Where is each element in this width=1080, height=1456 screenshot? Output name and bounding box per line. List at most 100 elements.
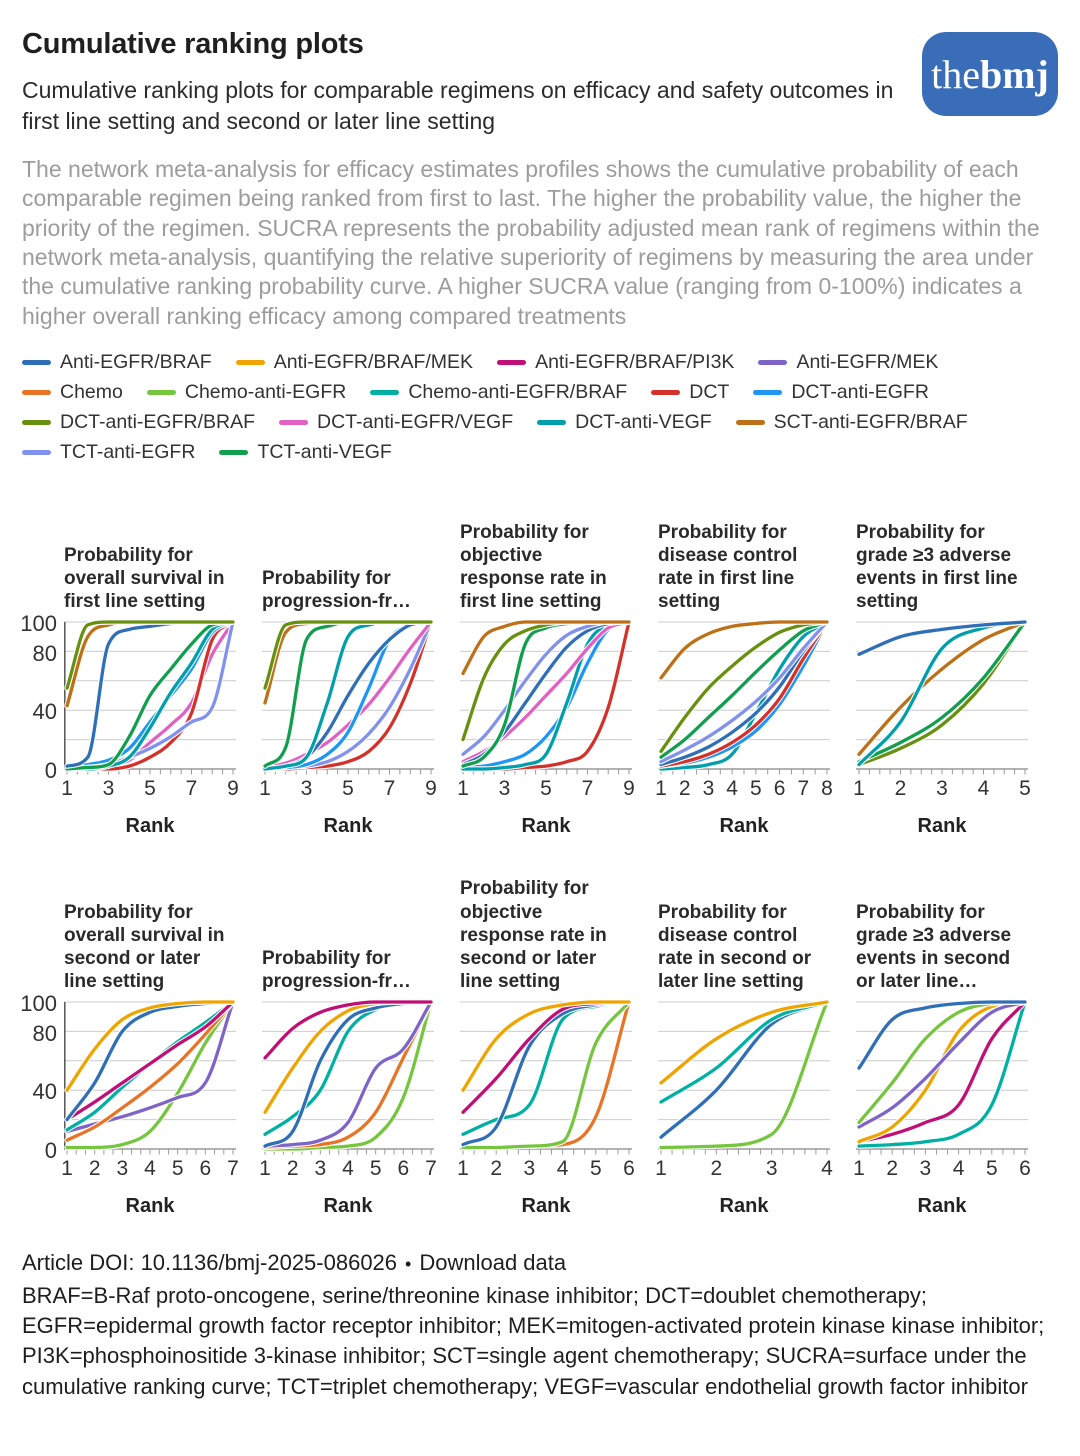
x-tick-label: 8 bbox=[821, 777, 833, 801]
chart-probability-for-overall-survival-in-seco: Probability for overall survival in seco… bbox=[61, 868, 239, 1218]
curve-anti-egfr-braf-pi3k bbox=[65, 1000, 235, 1122]
chart-probability-for-grade-3-adverse-events-i: Probability for grade ≥3 adverse events … bbox=[853, 868, 1031, 1218]
legend-item-dct-anti-egfr-vegf: DCT-anti-EGFR/VEGF bbox=[279, 411, 513, 434]
legend-label: TCT-anti-VEGF bbox=[257, 441, 392, 464]
footer: Article DOI: 10.1136/bmj-2025-086026 • Dow… bbox=[22, 1248, 1058, 1402]
x-tick-label: 9 bbox=[623, 777, 635, 801]
x-tick-label: 1 bbox=[61, 777, 73, 801]
legend-swatch-chemo-anti-egfr-braf bbox=[370, 390, 400, 396]
y-axis-labels: 0 40 80 100 bbox=[20, 868, 64, 1218]
chart-probability-for-progression-fr-: Probability for progression-fr… 1 3 5 7 9 Rank bbox=[259, 488, 437, 838]
curve-chemo bbox=[65, 1000, 235, 1143]
x-axis-tick-labels: 1 3 5 7 9 bbox=[61, 777, 239, 801]
x-tick-label: 3 bbox=[702, 777, 715, 801]
legend-label: DCT bbox=[689, 381, 730, 404]
curve-tct-anti-egfr bbox=[659, 620, 829, 764]
plot-area bbox=[856, 620, 1028, 775]
curve-tct-anti-vegf bbox=[857, 620, 1027, 764]
legend-label: Chemo bbox=[60, 381, 123, 404]
curve-anti-egfr-braf bbox=[857, 1000, 1027, 1070]
curve-anti-egfr-braf bbox=[857, 620, 1027, 657]
curve-dct-anti-egfr-braf bbox=[659, 620, 829, 754]
curve-anti-egfr-braf-pi3k bbox=[857, 1000, 1027, 1144]
x-tick-label: 9 bbox=[425, 777, 437, 801]
chart-title: Probability for grade ≥3 adverse events … bbox=[856, 901, 1012, 993]
chart-probability-for-disease-control-rate-in-: Probability for disease control rate in … bbox=[655, 488, 833, 838]
x-tick-label: 1 bbox=[457, 1157, 469, 1181]
legend-item-sct-anti-egfr-braf: SCT-anti-EGFR/BRAF bbox=[735, 411, 968, 434]
curve-dct-anti-egfr-vegf bbox=[263, 620, 433, 770]
legend-label: Anti-EGFR/BRAF/MEK bbox=[273, 351, 474, 374]
x-tick-label: 4 bbox=[144, 1157, 156, 1181]
y-tick-label: 40 bbox=[32, 1079, 57, 1105]
x-tick-label: 5 bbox=[369, 1157, 382, 1181]
x-tick-label: 2 bbox=[710, 1157, 723, 1181]
chart-title: Probability for objective response rate … bbox=[460, 878, 607, 993]
x-tick-label: 1 bbox=[457, 777, 469, 801]
x-axis-title: Rank bbox=[323, 815, 373, 838]
chart-title: Probability for overall survival in firs… bbox=[64, 544, 225, 613]
x-tick-label: 6 bbox=[1019, 1157, 1031, 1181]
curve-anti-egfr-mek bbox=[263, 1000, 433, 1148]
legend-item-chemo-anti-egfr-braf: Chemo-anti-EGFR/BRAF bbox=[370, 381, 627, 404]
legend-label: Chemo-anti-EGFR/BRAF bbox=[408, 381, 628, 404]
legend-swatch-sct-anti-egfr-braf bbox=[735, 420, 765, 426]
x-axis-title: Rank bbox=[719, 1195, 769, 1218]
curve-sct-anti-egfr-braf bbox=[461, 620, 631, 676]
figure-description: The network meta-analysis for efficacy e… bbox=[22, 155, 1040, 329]
chart-title: Probability for progression-fr… bbox=[262, 947, 411, 993]
x-tick-label: 3 bbox=[314, 1157, 327, 1181]
legend-item-dct-anti-egfr-braf: DCT-anti-EGFR/BRAF bbox=[22, 411, 255, 434]
x-tick-label: 5 bbox=[589, 1157, 602, 1181]
legend-item-anti-egfr-braf-mek: Anti-EGFR/BRAF/MEK bbox=[235, 351, 474, 374]
plot-area bbox=[64, 620, 236, 775]
legend-item-tct-anti-egfr: TCT-anti-EGFR bbox=[22, 441, 195, 464]
legend-label: DCT-anti-EGFR/VEGF bbox=[317, 411, 514, 434]
legend-label: TCT-anti-EGFR bbox=[60, 441, 196, 464]
legend-item-anti-egfr-braf-pi3k: Anti-EGFR/BRAF/PI3K bbox=[497, 351, 734, 374]
page-title: Cumulative ranking plots bbox=[22, 28, 364, 60]
plot-area bbox=[658, 620, 830, 775]
x-tick-label: 1 bbox=[655, 1157, 667, 1181]
x-tick-label: 1 bbox=[853, 777, 865, 801]
curve-anti-egfr-braf-pi3k bbox=[263, 1000, 433, 1060]
x-tick-label: 6 bbox=[773, 777, 786, 801]
x-tick-label: 7 bbox=[581, 777, 594, 801]
curve-dct-anti-egfr bbox=[461, 620, 631, 770]
header: Cumulative ranking plots Cumulative rank… bbox=[22, 28, 1058, 137]
x-tick-label: 2 bbox=[886, 1157, 899, 1181]
curve-sct-anti-egfr-braf bbox=[659, 620, 829, 680]
x-tick-label: 2 bbox=[678, 777, 691, 801]
x-tick-label: 5 bbox=[1019, 777, 1031, 801]
legend-item-tct-anti-vegf: TCT-anti-VEGF bbox=[219, 441, 392, 464]
x-axis-title: Rank bbox=[125, 815, 175, 838]
y-tick-label: 0 bbox=[44, 758, 57, 784]
y-axis-labels: 0 40 80 100 bbox=[20, 488, 64, 838]
legend-item-dct: DCT bbox=[651, 381, 729, 404]
curve-anti-egfr-braf bbox=[659, 620, 829, 767]
legend-swatch-tct-anti-vegf bbox=[219, 450, 249, 456]
y-tick-label: 100 bbox=[20, 991, 57, 1017]
y-tick-label: 100 bbox=[20, 611, 57, 637]
curve-chemo-anti-egfr bbox=[263, 1000, 433, 1151]
x-tick-label: 2 bbox=[286, 1157, 299, 1181]
curve-chemo-anti-egfr bbox=[461, 1000, 631, 1150]
download-data-link[interactable]: Download data bbox=[419, 1250, 567, 1276]
x-tick-label: 7 bbox=[227, 1157, 239, 1181]
legend-swatch-dct-anti-egfr bbox=[753, 390, 783, 396]
legend-item-dct-anti-vegf: DCT-anti-VEGF bbox=[537, 411, 712, 434]
plot-area bbox=[856, 1000, 1028, 1155]
bmj-logo: the bmj bbox=[922, 32, 1058, 116]
legend-swatch-anti-egfr-braf-pi3k bbox=[497, 360, 527, 366]
curve-chemo-anti-egfr bbox=[65, 1000, 235, 1150]
x-tick-label: 4 bbox=[556, 1157, 569, 1181]
legend-label: Chemo-anti-EGFR bbox=[184, 381, 347, 404]
x-tick-label: 7 bbox=[185, 777, 198, 801]
x-tick-label: 2 bbox=[490, 1157, 503, 1181]
legend: Anti-EGFR/BRAF Anti-EGFR/BRAF/MEK Anti-EGF… bbox=[22, 351, 1058, 464]
curve-tct-anti-vegf bbox=[659, 620, 829, 760]
